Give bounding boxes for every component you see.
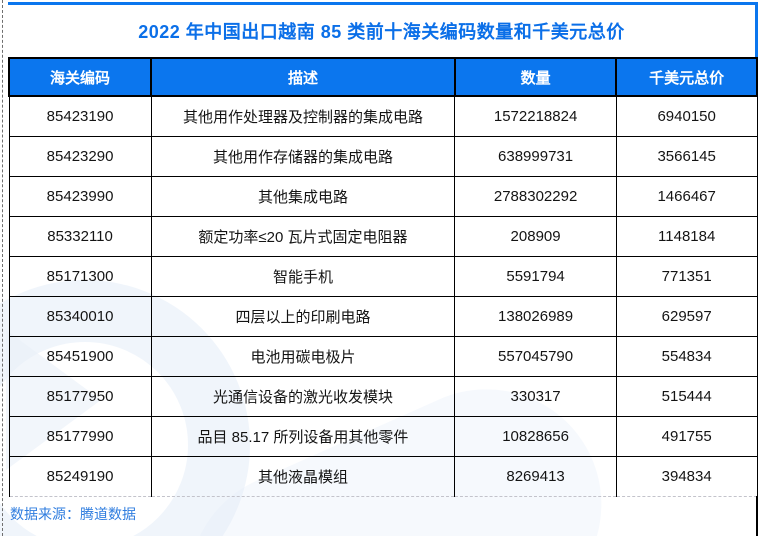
hs-code-cell: 85451900 xyxy=(8,335,152,377)
table-title-box: 2022 年中国出口越南 85 类前十海关编码数量和千美元总价 xyxy=(8,2,758,57)
hs-code-cell: 85340010 xyxy=(8,295,152,337)
total-price-cell: 394834 xyxy=(615,455,758,497)
description-cell: 其他集成电路 xyxy=(150,175,456,217)
page-margin-dashed-line xyxy=(2,0,3,536)
hs-code-cell: 85332110 xyxy=(8,215,152,257)
hs-code-cell: 85423990 xyxy=(8,175,152,217)
table-header: 海关编码 描述 数量 千美元总价 xyxy=(7,57,758,97)
table-row: 85249190 其他液晶模组 8269413 394834 xyxy=(8,455,758,497)
table-row: 85332110 额定功率≤20 瓦片式固定电阻器 208909 1148184 xyxy=(8,215,758,257)
description-cell: 光通信设备的激光收发模块 xyxy=(150,375,456,417)
quantity-cell: 330317 xyxy=(454,375,617,417)
quantity-cell: 8269413 xyxy=(454,455,617,497)
customs-data-table: 海关编码 描述 数量 千美元总价 85423190 其他用作处理器及控制器的集成电… xyxy=(7,57,758,497)
hs-code-cell: 85171300 xyxy=(8,255,152,297)
total-price-cell: 515444 xyxy=(615,375,758,417)
column-header-total-price: 千美元总价 xyxy=(615,57,758,97)
column-header-hs-code: 海关编码 xyxy=(7,57,153,97)
quantity-cell: 138026989 xyxy=(454,295,617,337)
header-row: 海关编码 描述 数量 千美元总价 xyxy=(7,57,758,97)
quantity-cell: 638999731 xyxy=(454,135,617,177)
column-header-description: 描述 xyxy=(150,57,456,97)
table-row: 85423990 其他集成电路 2788302292 1466467 xyxy=(8,175,758,217)
total-price-cell: 771351 xyxy=(615,255,758,297)
table-row: 85423190 其他用作处理器及控制器的集成电路 1572218824 694015… xyxy=(8,95,758,137)
hs-code-cell: 85177990 xyxy=(8,415,152,457)
data-source-note: 数据来源：腾道数据 xyxy=(10,506,136,522)
quantity-cell: 557045790 xyxy=(454,335,617,377)
hs-code-cell: 85177950 xyxy=(8,375,152,417)
table-row: 85171300 智能手机 5591794 771351 xyxy=(8,255,758,297)
description-cell: 品目 85.17 所列设备用其他零件 xyxy=(150,415,456,457)
description-cell: 其他液晶模组 xyxy=(150,455,456,497)
table-row: 85423290 其他用作存储器的集成电路 638999731 3566145 xyxy=(8,135,758,177)
hs-code-cell: 85423290 xyxy=(8,135,152,177)
total-price-cell: 554834 xyxy=(615,335,758,377)
description-cell: 额定功率≤20 瓦片式固定电阻器 xyxy=(150,215,456,257)
quantity-cell: 10828656 xyxy=(454,415,617,457)
hs-code-cell: 85423190 xyxy=(8,95,152,137)
description-cell: 智能手机 xyxy=(150,255,456,297)
total-price-cell: 629597 xyxy=(615,295,758,337)
table-body: 85423190 其他用作处理器及控制器的集成电路 1572218824 694015… xyxy=(8,95,758,497)
table-row: 85340010 四层以上的印刷电路 138026989 629597 xyxy=(8,295,758,337)
table-row: 85451900 电池用碳电极片 557045790 554834 xyxy=(8,335,758,377)
total-price-cell: 3566145 xyxy=(615,135,758,177)
total-price-cell: 6940150 xyxy=(615,95,758,137)
description-cell: 电池用碳电极片 xyxy=(150,335,456,377)
quantity-cell: 1572218824 xyxy=(454,95,617,137)
table-row: 85177990 品目 85.17 所列设备用其他零件 10828656 491755 xyxy=(8,415,758,457)
quantity-cell: 2788302292 xyxy=(454,175,617,217)
total-price-cell: 491755 xyxy=(615,415,758,457)
description-cell: 其他用作存储器的集成电路 xyxy=(150,135,456,177)
hs-code-cell: 85249190 xyxy=(8,455,152,497)
description-cell: 四层以上的印刷电路 xyxy=(150,295,456,337)
table-row: 85177950 光通信设备的激光收发模块 330317 515444 xyxy=(8,375,758,417)
quantity-cell: 5591794 xyxy=(454,255,617,297)
total-price-cell: 1466467 xyxy=(615,175,758,217)
quantity-cell: 208909 xyxy=(454,215,617,257)
table-right-border-extension xyxy=(756,496,758,536)
description-cell: 其他用作处理器及控制器的集成电路 xyxy=(150,95,456,137)
total-price-cell: 1148184 xyxy=(615,215,758,257)
column-header-quantity: 数量 xyxy=(453,57,618,97)
page-title: 2022 年中国出口越南 85 类前十海关编码数量和千美元总价 xyxy=(138,22,625,42)
